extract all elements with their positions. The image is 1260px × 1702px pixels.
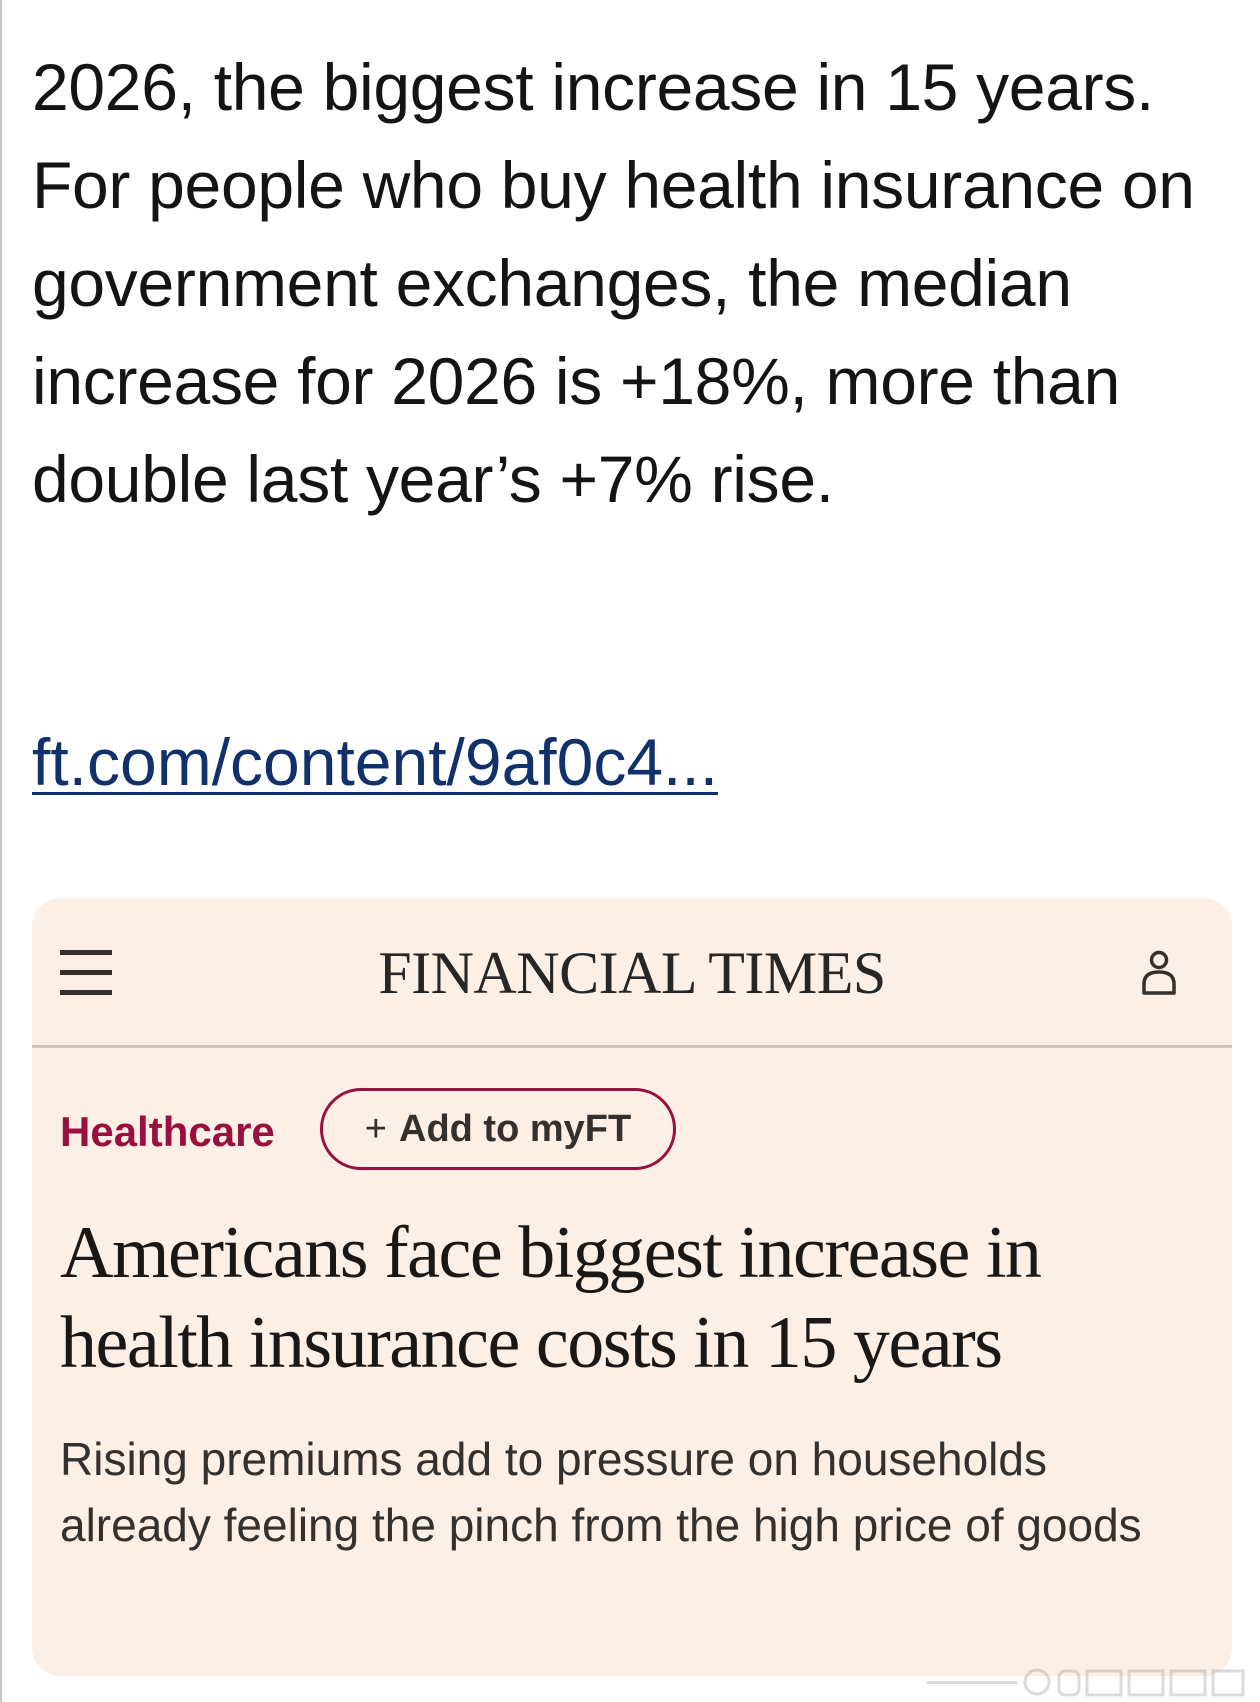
add-to-myft-label: Add to myFT (399, 1108, 632, 1150)
watermark-logo-icon (927, 1668, 1245, 1697)
plus-icon: + (364, 1108, 387, 1150)
ft-header: FINANCIAL TIMES (32, 898, 1232, 1048)
hamburger-menu-icon[interactable] (60, 950, 112, 996)
article-headline[interactable]: Americans face biggest increase in healt… (60, 1212, 1042, 1384)
ft-masthead: FINANCIAL TIMES (378, 940, 886, 1006)
add-to-myft-button[interactable]: + Add to myFT (320, 1088, 676, 1170)
user-account-icon[interactable] (1140, 950, 1178, 996)
post-text: 2026, the biggest increase in 15 years. … (32, 50, 1195, 516)
article-link[interactable]: ft.com/content/9af0c4... (32, 725, 719, 799)
link-preview-card[interactable]: FINANCIAL TIMES Healthcare + Add to myFT … (32, 898, 1232, 1676)
section-tag-healthcare[interactable]: Healthcare (60, 1108, 275, 1155)
article-standfirst: Rising premiums add to pressure on house… (60, 1433, 1142, 1551)
